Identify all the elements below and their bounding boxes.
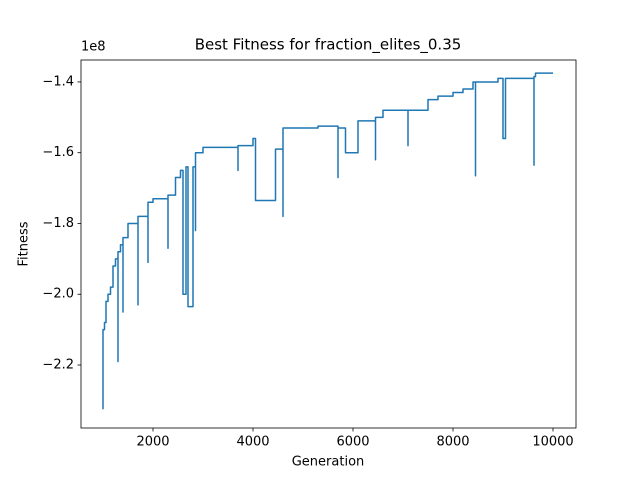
chart-title: Best Fitness for fraction_elites_0.35 — [195, 36, 462, 55]
y-tick-label: −1.8 — [42, 216, 74, 231]
line — [102, 72, 553, 410]
x-tick-label: 8000 — [436, 435, 469, 450]
y-tick-label: −1.6 — [42, 145, 74, 160]
x-tick-label: 10000 — [532, 435, 573, 450]
plot-frame — [80, 59, 577, 429]
y-tick-label: −2.0 — [42, 287, 74, 302]
x-tick-label: 4000 — [236, 435, 269, 450]
y-offset-label: 1e8 — [81, 40, 106, 55]
x-axis-label: Generation — [292, 455, 365, 470]
y-tick-label: −2.2 — [42, 358, 74, 373]
x-tick-label: 2000 — [136, 435, 169, 450]
y-axis-label: Fitness — [17, 221, 32, 266]
y-tick-label: −1.4 — [42, 74, 74, 89]
x-tick-label: 6000 — [336, 435, 369, 450]
